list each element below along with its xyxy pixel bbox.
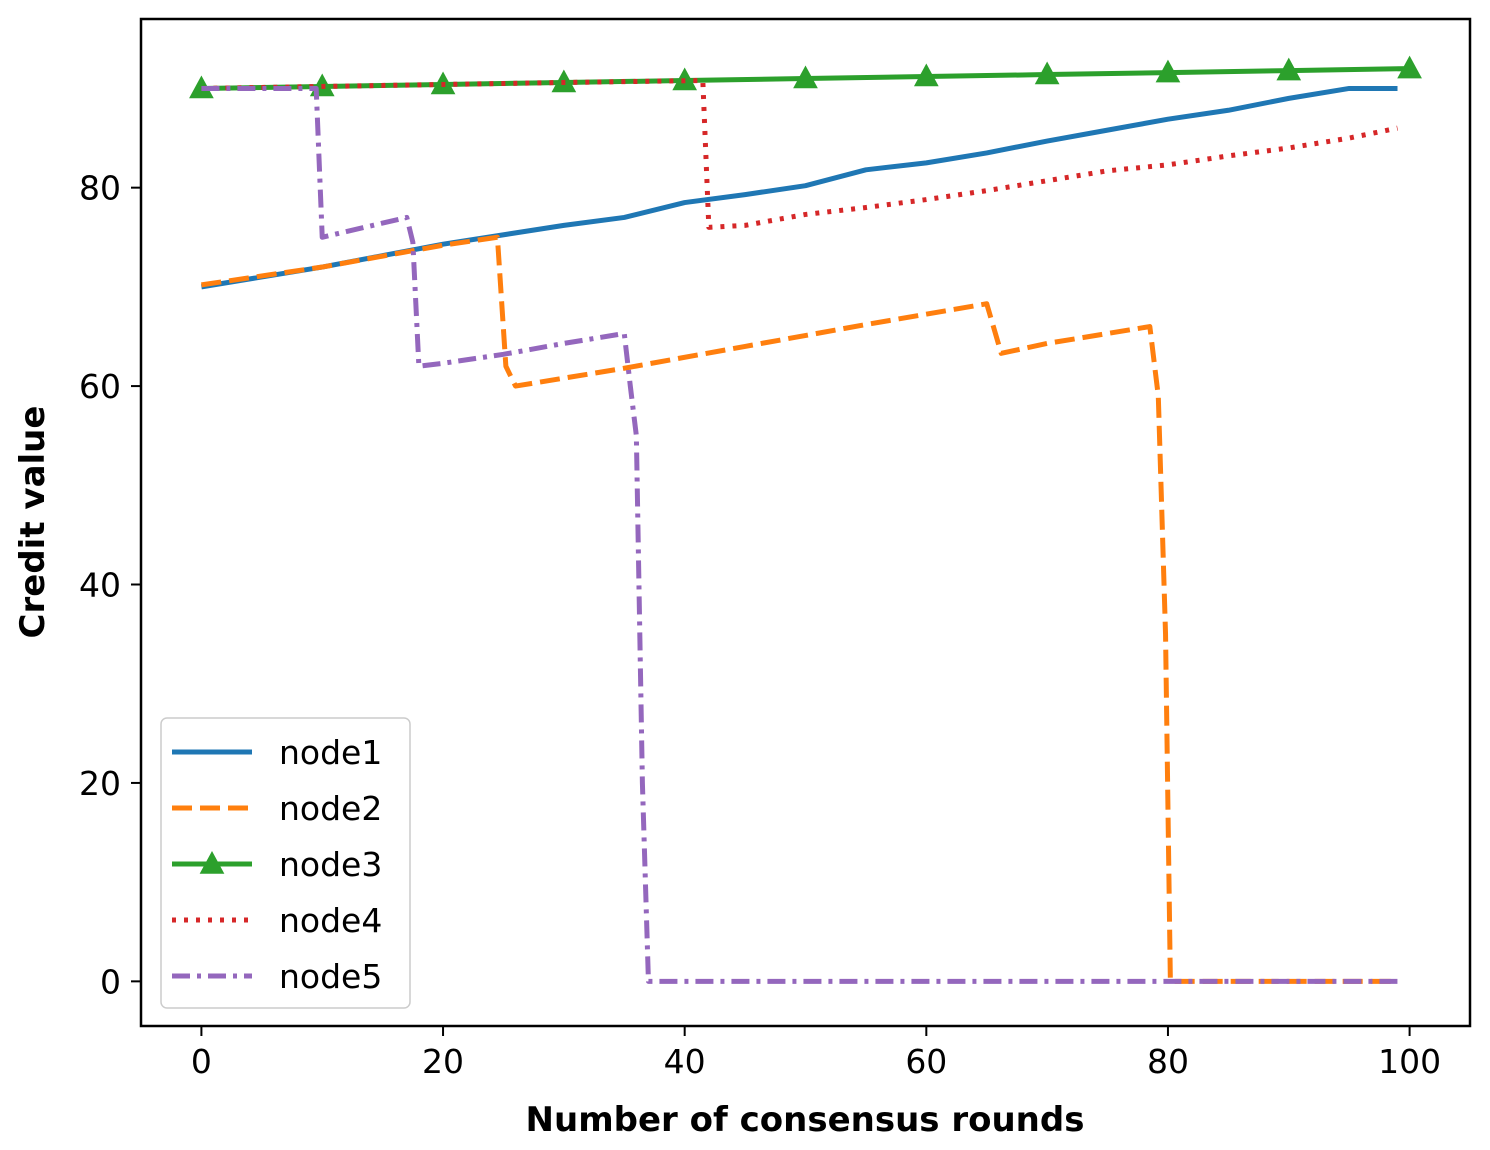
x-tick-label: 100	[1378, 1042, 1441, 1081]
y-axis-label: Credit value	[13, 406, 53, 639]
series-point-node3	[1276, 57, 1302, 81]
legend-items: node1 node2 node3 node4 node5	[172, 733, 382, 996]
series-line-node1	[201, 85, 1398, 290]
x-axis-label: Number of consensus rounds	[526, 1100, 1085, 1140]
x-tick-label: 0	[191, 1042, 212, 1081]
y-tick-label: 80	[79, 169, 121, 208]
y-axis: 0 20 40 60 80	[79, 169, 141, 1001]
x-tick-label: 60	[905, 1042, 947, 1081]
legend-label-node2: node2	[279, 789, 382, 828]
x-tick-label: 80	[1147, 1042, 1189, 1081]
series-line-node5	[201, 85, 1398, 984]
series-point-node3	[793, 65, 818, 89]
series-point-node3	[1155, 59, 1181, 83]
y-tick-label: 40	[79, 566, 121, 605]
legend: node1 node2 node3 node4 node5	[160, 717, 411, 1009]
x-axis: 0 20 40 60 80 100	[191, 1026, 1441, 1081]
series-line-node4	[201, 78, 1399, 230]
legend-marker-node3	[199, 851, 225, 874]
plot-series	[189, 55, 1422, 984]
legend-label-node5: node5	[279, 957, 382, 996]
y-tick-label: 20	[79, 764, 121, 803]
x-tick-label: 20	[422, 1042, 464, 1081]
legend-box	[160, 717, 411, 1009]
legend-label-node1: node1	[279, 733, 382, 772]
legend-label-node4: node4	[279, 901, 382, 940]
series-point-node3	[1034, 61, 1060, 85]
axes-frame	[139, 17, 1472, 1028]
legend-label-node3: node3	[279, 845, 382, 884]
series-point-node3	[913, 63, 939, 87]
y-tick-label: 0	[100, 962, 121, 1001]
y-tick-label: 60	[79, 367, 121, 406]
series-line-node2	[201, 234, 1398, 984]
x-tick-label: 40	[664, 1042, 706, 1081]
series-point-node3	[1397, 55, 1422, 79]
